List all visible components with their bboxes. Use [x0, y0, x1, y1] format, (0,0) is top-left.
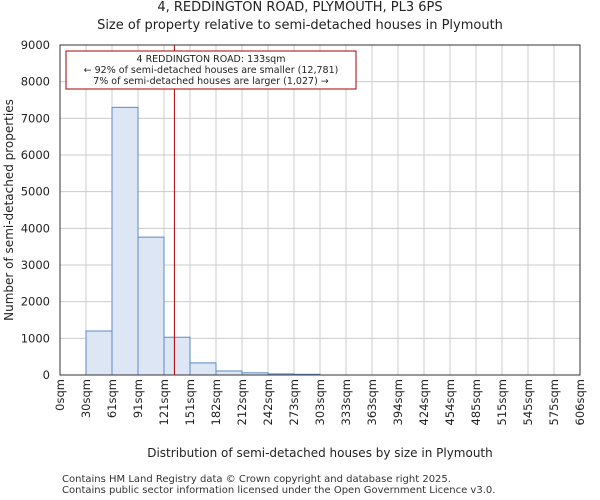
annotation-line-2: ← 92% of semi-detached houses are smalle…	[84, 65, 339, 76]
x-tick-label: 0sqm	[53, 379, 67, 411]
y-tick-label: 5000	[21, 185, 50, 199]
x-tick-label: 121sqm	[157, 379, 171, 425]
x-tick-label: 575sqm	[547, 379, 561, 425]
x-tick-label: 273sqm	[287, 379, 301, 425]
x-tick-label: 515sqm	[495, 379, 509, 425]
x-tick-label: 151sqm	[183, 379, 197, 425]
plot-frame	[59, 44, 581, 376]
x-tick-label: 30sqm	[79, 379, 93, 418]
x-tick-label: 363sqm	[365, 379, 379, 425]
x-tick-label: 333sqm	[339, 379, 353, 425]
annotation-line-3: 7% of semi-detached houses are larger (1…	[93, 76, 329, 87]
x-axis-label: Distribution of semi-detached houses by …	[147, 446, 493, 460]
x-tick-label: 424sqm	[417, 379, 431, 425]
x-tick-label: 242sqm	[261, 379, 275, 425]
chart-title: 4, REDDINGTON ROAD, PLYMOUTH, PL3 6PS	[157, 0, 443, 15]
footer-line-2: Contains public sector information licen…	[62, 485, 496, 496]
y-tick-label: 4000	[21, 221, 50, 235]
y-tick-label: 8000	[21, 75, 50, 89]
footer-line-1: Contains HM Land Registry data © Crown c…	[62, 474, 451, 485]
y-axis-label: Number of semi-detached properties	[2, 99, 16, 321]
y-tick-labels: 0 1000 2000 3000 4000 5000 6000 7000 8000 9000	[21, 38, 50, 382]
annotation-box	[65, 50, 357, 90]
bar-151sqm	[189, 362, 217, 376]
x-tick-label: 61sqm	[105, 379, 119, 418]
y-tick-label: 1000	[21, 331, 50, 345]
bar-182sqm	[215, 370, 243, 376]
x-tick-label: 485sqm	[469, 379, 483, 425]
bar-30sqm	[85, 330, 113, 376]
annotation-line-1: 4 REDDINGTON ROAD: 133sqm	[137, 54, 286, 65]
x-tick-label: 182sqm	[209, 379, 223, 425]
y-tick-label: 9000	[21, 38, 50, 52]
y-tick-label: 3000	[21, 258, 50, 272]
x-tick-labels: 0sqm 30sqm 61sqm 91sqm 121sqm 151sqm 182sqm 212…	[53, 379, 587, 425]
x-tick-label: 91sqm	[131, 379, 145, 418]
bar-121sqm	[163, 336, 191, 376]
x-tick-label: 394sqm	[391, 379, 405, 425]
x-tick-label: 303sqm	[313, 379, 327, 425]
x-tick-label: 606sqm	[573, 379, 587, 425]
chart-subtitle: Size of property relative to semi-detach…	[97, 18, 503, 33]
x-tick-label: 454sqm	[443, 379, 457, 425]
bar-61sqm	[111, 106, 139, 376]
y-tick-label: 7000	[21, 111, 50, 125]
histogram-chart: 0 1000 2000 3000 4000 5000 6000 7000 8000 9000 0s…	[2, 38, 587, 460]
y-tick-label: 6000	[21, 148, 50, 162]
x-tick-label: 545sqm	[521, 379, 535, 425]
bars	[85, 106, 321, 376]
y-tick-label: 2000	[21, 295, 50, 309]
y-tick-label: 0	[43, 368, 50, 382]
bar-91sqm	[137, 236, 165, 376]
x-tick-label: 212sqm	[235, 379, 249, 425]
